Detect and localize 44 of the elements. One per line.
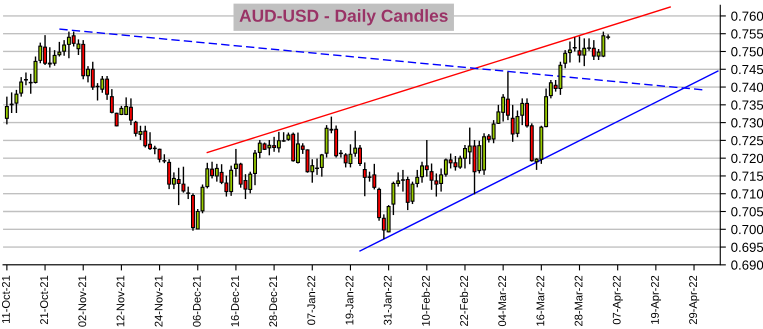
candlestick bbox=[572, 36, 577, 52]
x-tick-label: 11-Oct-21 bbox=[2, 276, 10, 323]
y-tick-label: 0.710 bbox=[731, 189, 763, 199]
x-tick-label: 22-Feb-22 bbox=[460, 276, 468, 326]
x-tick-label: 31-Jan-22 bbox=[384, 276, 392, 325]
x-tick-label: 12-Nov-21 bbox=[116, 276, 124, 326]
candlestick bbox=[57, 41, 62, 58]
y-tick-label: 0.740 bbox=[731, 82, 763, 92]
x-tick-label: 16-Mar-22 bbox=[536, 276, 544, 326]
y-tick-label: 0.760 bbox=[731, 12, 763, 21]
candlestick bbox=[110, 88, 114, 114]
y-tick-label: 0.720 bbox=[731, 154, 763, 164]
y-tick-label: 0.700 bbox=[731, 224, 763, 234]
y-tick-label: 0.725 bbox=[731, 136, 763, 146]
x-tick-label: 07-Apr-22 bbox=[612, 276, 623, 324]
x-tick-label: 24-Nov-21 bbox=[154, 276, 163, 327]
chart-title: AUD-USD - Daily Candles bbox=[240, 9, 448, 26]
candlestick bbox=[14, 89, 18, 114]
x-tick-label: 19-Apr-22 bbox=[650, 276, 662, 324]
x-tick-label: 04-Mar-22 bbox=[498, 276, 506, 326]
y-tick-label: 0.730 bbox=[731, 118, 763, 128]
x-tick-label: 19-Jan-22 bbox=[346, 276, 354, 324]
y-tick-label: 0.745 bbox=[731, 64, 763, 74]
x-tick-label: 21-Oct-21 bbox=[40, 276, 48, 324]
y-tick-label: 0.750 bbox=[731, 47, 763, 56]
y-tick-label: 0.690 bbox=[731, 260, 763, 270]
y-tick-label: 0.735 bbox=[731, 100, 763, 110]
y-tick-label: 0.715 bbox=[731, 172, 763, 181]
x-tick-label: 28-Mar-22 bbox=[574, 276, 582, 326]
candlestick bbox=[10, 92, 14, 114]
x-tick-label: 07-Jan-22 bbox=[307, 276, 316, 325]
candlestick bbox=[24, 72, 28, 86]
x-tick-label: 06-Dec-21 bbox=[192, 276, 201, 327]
y-tick-label: 0.695 bbox=[731, 242, 763, 252]
x-tick-label: 10-Feb-22 bbox=[422, 276, 430, 326]
candlestick bbox=[19, 76, 24, 98]
x-tick-label: 29-Apr-22 bbox=[689, 276, 700, 324]
x-tick-label: 28-Dec-21 bbox=[269, 276, 278, 327]
candlestick bbox=[4, 96, 9, 126]
candlestick bbox=[186, 186, 190, 200]
x-tick-label: 02-Nov-21 bbox=[78, 276, 86, 327]
x-tick-label: 16-Dec-21 bbox=[231, 276, 239, 326]
y-tick-label: 0.755 bbox=[731, 29, 763, 39]
y-tick-label: 0.705 bbox=[731, 207, 763, 216]
